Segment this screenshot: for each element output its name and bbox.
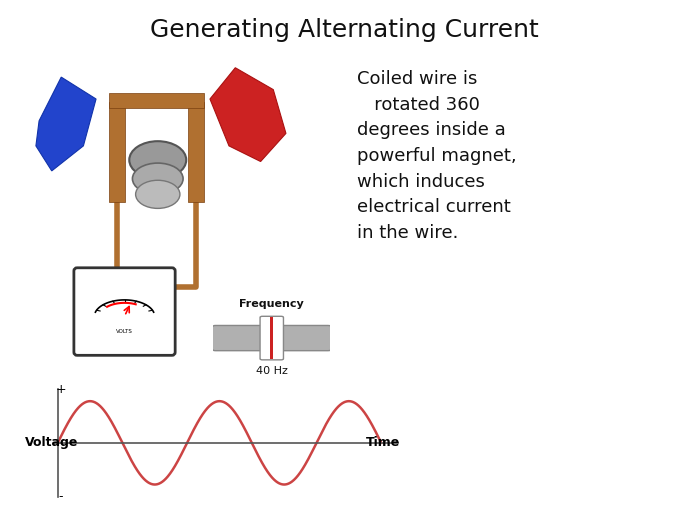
Bar: [109, 102, 125, 202]
Ellipse shape: [136, 180, 180, 208]
Text: Time: Time: [365, 437, 400, 449]
Text: Voltage: Voltage: [25, 437, 78, 449]
FancyBboxPatch shape: [74, 268, 175, 355]
Text: VOLTS: VOLTS: [116, 329, 133, 334]
Ellipse shape: [132, 163, 183, 194]
Bar: [188, 102, 204, 202]
Polygon shape: [210, 68, 286, 162]
Ellipse shape: [129, 141, 186, 179]
Polygon shape: [36, 77, 96, 171]
Text: Coiled wire is
   rotated 360
degrees inside a
powerful magnet,
which induces
el: Coiled wire is rotated 360 degrees insid…: [357, 70, 517, 242]
Text: -: -: [58, 490, 63, 503]
Bar: [109, 93, 204, 108]
Bar: [270, 317, 273, 359]
Text: 40 Hz: 40 Hz: [256, 366, 288, 376]
FancyBboxPatch shape: [260, 316, 283, 360]
Text: Generating Alternating Current: Generating Alternating Current: [149, 18, 539, 42]
Text: +: +: [56, 383, 66, 396]
FancyBboxPatch shape: [212, 326, 332, 351]
Text: Frequency: Frequency: [239, 299, 304, 309]
